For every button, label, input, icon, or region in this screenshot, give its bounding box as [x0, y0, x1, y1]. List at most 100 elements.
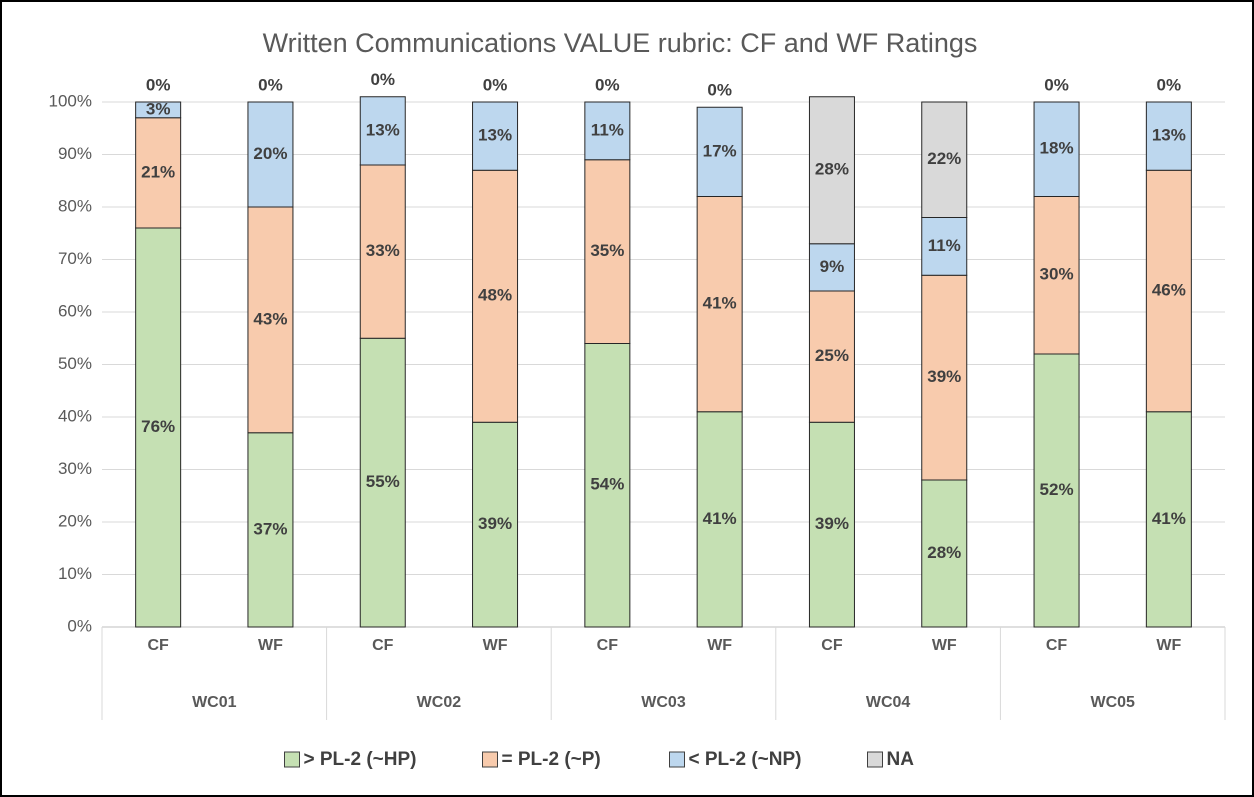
y-tick-label: 40% [58, 406, 92, 425]
data-label: 37% [253, 519, 287, 538]
data-label: 39% [815, 514, 849, 533]
x-tick-label: WF [932, 637, 957, 654]
bar-segment [1145, 101, 1192, 171]
group-label: WC02 [417, 694, 462, 711]
y-tick-label: 30% [58, 459, 92, 478]
legend-swatch [867, 751, 883, 768]
data-label: 0% [595, 75, 620, 94]
bar-segment [1033, 353, 1080, 628]
y-tick-label: 80% [58, 196, 92, 215]
data-label: 39% [927, 367, 961, 386]
bar-segment [1145, 169, 1192, 413]
data-label: 25% [815, 346, 849, 365]
y-tick-label: 10% [58, 564, 92, 583]
x-tick-label: CF [147, 637, 169, 654]
y-tick-label: 20% [58, 511, 92, 530]
data-label: 17% [703, 141, 737, 160]
bar-segment [921, 101, 968, 218]
bar-segment [808, 421, 855, 628]
legend-label: NA [887, 749, 915, 770]
data-label: 41% [703, 509, 737, 528]
bar-segment [696, 411, 743, 628]
group-label: WC05 [1090, 694, 1135, 711]
bar-segment [472, 101, 519, 171]
data-label: 3% [146, 99, 171, 118]
legend-label: < PL-2 (~NP) [689, 749, 802, 770]
data-label: 76% [141, 417, 175, 436]
bar-segment [472, 169, 519, 423]
data-label: 0% [483, 75, 508, 94]
data-label: 33% [366, 241, 400, 260]
x-tick-label: WF [707, 637, 732, 654]
data-label: 13% [1152, 126, 1186, 145]
bar-segment [584, 343, 631, 628]
bar-segment [472, 421, 519, 628]
data-label: 21% [141, 162, 175, 181]
legend-swatch [669, 751, 685, 768]
group-label: WC03 [641, 694, 686, 711]
data-label: 48% [478, 286, 512, 305]
bar-segment [135, 101, 182, 119]
data-label: 46% [1152, 280, 1186, 299]
y-tick-label: 100% [49, 91, 92, 110]
data-label: 22% [927, 149, 961, 168]
bar-segment [808, 290, 855, 423]
data-label: 0% [1044, 75, 1069, 94]
x-tick-label: CF [597, 637, 619, 654]
data-label: 11% [591, 120, 624, 139]
data-label: 11% [928, 236, 961, 255]
legend-label: > PL-2 (~HP) [304, 749, 417, 770]
bar-segment [359, 337, 406, 628]
data-label: 30% [1040, 265, 1074, 284]
group-label: WC01 [192, 694, 237, 711]
bar-segment [696, 196, 743, 413]
bar-segment [808, 96, 855, 245]
bar-segment [584, 101, 631, 161]
bar-segment [247, 101, 294, 208]
bar-segment [247, 206, 294, 434]
data-label: 52% [1040, 480, 1074, 499]
data-label: 28% [815, 160, 849, 179]
legend-swatch [284, 751, 300, 768]
data-label: 39% [478, 514, 512, 533]
data-label: 28% [927, 543, 961, 562]
y-tick-label: 50% [58, 354, 92, 373]
y-tick-label: 70% [58, 249, 92, 268]
bar-segment [808, 243, 855, 292]
bar-segment [1033, 101, 1080, 197]
bar-segment [135, 117, 182, 229]
data-label: 13% [366, 120, 400, 139]
x-tick-label: CF [1046, 637, 1068, 654]
bar-segment [696, 106, 743, 197]
data-label: 55% [366, 472, 400, 491]
x-tick-label: WF [1156, 637, 1181, 654]
bar-segment [247, 432, 294, 628]
data-label: 18% [1040, 139, 1074, 158]
x-tick-label: WF [258, 637, 283, 654]
y-tick-label: 0% [67, 616, 92, 635]
data-label: 20% [253, 144, 287, 163]
data-label: 9% [820, 257, 845, 276]
data-label: 0% [707, 81, 732, 100]
chart-title: Written Communications VALUE rubric: CF … [263, 28, 978, 58]
legend-swatch [482, 751, 498, 768]
data-label: 0% [1157, 75, 1182, 94]
data-label: 0% [258, 75, 283, 94]
data-label: 41% [703, 294, 737, 313]
x-tick-label: WF [483, 637, 508, 654]
data-label: 0% [146, 75, 171, 94]
bar-segment [135, 227, 182, 628]
y-tick-label: 90% [58, 144, 92, 163]
group-label: WC04 [866, 694, 911, 711]
bar-segment [921, 217, 968, 276]
data-label: 41% [1152, 509, 1186, 528]
legend-label: = PL-2 (~P) [502, 749, 601, 770]
y-tick-label: 60% [58, 301, 92, 320]
data-label: 0% [370, 70, 395, 89]
data-label: 54% [590, 475, 624, 494]
data-label: 43% [253, 309, 287, 328]
data-label: 35% [590, 241, 624, 260]
data-label: 13% [478, 126, 512, 145]
bar-segment [359, 164, 406, 339]
